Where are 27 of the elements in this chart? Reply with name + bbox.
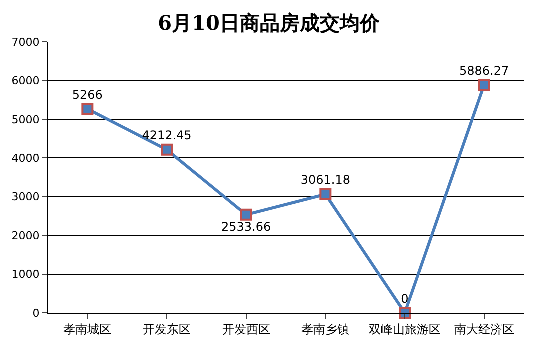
x-tick-label: 开发东区 bbox=[143, 322, 191, 336]
y-tick-label: 7000 bbox=[12, 36, 40, 49]
y-tick-label: 5000 bbox=[12, 113, 40, 126]
point bbox=[320, 188, 332, 200]
data-label: 2533.66 bbox=[222, 220, 272, 234]
x-tick-label: 孝南城区 bbox=[64, 322, 112, 336]
y-tick-label: 3000 bbox=[12, 190, 40, 204]
y-tick-label: 4000 bbox=[12, 152, 40, 165]
x-tick-label: 双峰山旅游区 bbox=[369, 322, 441, 336]
point bbox=[82, 103, 94, 116]
point bbox=[478, 79, 490, 92]
chart-title: 6月10日商品房成交均价 bbox=[158, 10, 381, 35]
y-tick-label: 0 bbox=[32, 306, 40, 320]
data-label: 5266 bbox=[72, 88, 103, 102]
x-tick-label: 孝南乡镇 bbox=[302, 322, 350, 336]
data-label: 4212.45 bbox=[142, 128, 192, 143]
y-tick-label: 1000 bbox=[12, 268, 40, 282]
point bbox=[240, 208, 252, 221]
y-tick-label: 2000 bbox=[12, 229, 40, 242]
x-tick-label: 开发西区 bbox=[222, 322, 270, 336]
data-label: 5886.27 bbox=[460, 64, 510, 78]
data-label: 3061.18 bbox=[300, 173, 350, 188]
y-tick-label: 6000 bbox=[12, 74, 40, 88]
point bbox=[399, 307, 411, 319]
x-tick-label: 南大经济区 bbox=[454, 322, 514, 336]
data-label: 0 bbox=[401, 292, 409, 306]
point bbox=[161, 144, 173, 156]
